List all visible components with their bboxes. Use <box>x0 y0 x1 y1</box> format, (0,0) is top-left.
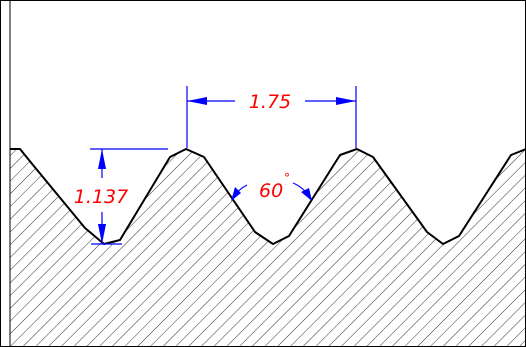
angle-arrowhead-left <box>231 187 241 201</box>
depth-dimension: 1.137 <box>74 148 168 245</box>
pitch-label: 1.75 <box>249 91 291 113</box>
depth-arrowhead-bottom <box>98 224 106 244</box>
degree-symbol: ° <box>284 171 290 185</box>
angle-label: 60 <box>259 180 283 202</box>
angle-dimension: 60 ° <box>231 171 312 202</box>
pitch-arrowhead-right <box>336 97 356 105</box>
thread-profile-outline <box>10 148 526 245</box>
pitch-arrowhead-left <box>187 97 207 105</box>
pitch-dimension: 1.75 <box>186 86 357 148</box>
angle-arrowhead-right <box>301 188 312 201</box>
thread-body-hatched <box>10 149 526 347</box>
depth-arrowhead-top <box>98 149 106 169</box>
depth-label: 1.137 <box>74 186 128 208</box>
